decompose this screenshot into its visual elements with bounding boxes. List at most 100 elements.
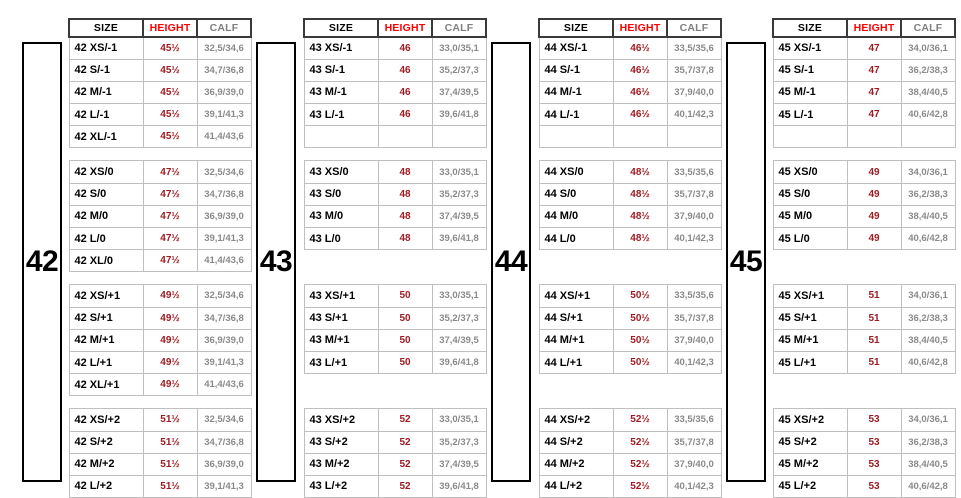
table-row[interactable]: 42 S/+2 51½ 34,7/36,8 (68, 430, 252, 454)
table-row[interactable]: 43 XS/+1 50 33,0/35,1 (303, 284, 487, 308)
cell-calf: 36,2/38,3 (900, 182, 956, 206)
cell-calf: 40,6/42,8 (900, 350, 956, 375)
table-row[interactable]: 45 L/-1 47 40,6/42,8 (772, 103, 956, 127)
table-row[interactable]: 44 L/+2 52½ 40,1/42,3 (538, 474, 722, 498)
table-row[interactable]: 44 S/-1 46½ 35,7/37,8 (538, 58, 722, 82)
cell-size: 45 L/+1 (772, 350, 848, 375)
table-row[interactable]: 44 L/+1 50½ 40,1/42,3 (538, 350, 722, 375)
table-row[interactable]: 45 S/-1 47 36,2/38,3 (772, 58, 956, 82)
table-row[interactable]: 45 XS/+2 53 34,0/36,1 (772, 408, 956, 432)
cell-height: 47½ (142, 182, 198, 206)
table-row[interactable] (304, 373, 486, 396)
table-row[interactable]: 42 L/-1 45½ 39,1/41,3 (68, 103, 252, 127)
table-row[interactable]: 42 S/-1 45½ 34,7/36,8 (68, 58, 252, 82)
cell-height (613, 373, 667, 396)
table-row[interactable]: 42 M/+1 49½ 36,9/39,0 (68, 328, 252, 352)
cell-height: 47 (846, 58, 902, 82)
cell-height: 49 (846, 226, 902, 251)
table-row[interactable]: 44 S/0 48½ 35,7/37,8 (538, 182, 722, 206)
table-row[interactable]: 44 XS/0 48½ 33,5/35,6 (538, 160, 722, 184)
table-row[interactable]: 42 XL/-1 45½ 41,4/43,6 (68, 125, 252, 149)
table-row[interactable]: 43 S/-1 46 35,2/37,3 (303, 58, 487, 82)
table-row[interactable]: 43 M/-1 46 37,4/39,5 (303, 80, 487, 105)
spacer-cell (69, 147, 143, 161)
table-row[interactable]: 42 XS/+1 49½ 32,5/34,6 (68, 284, 252, 308)
block-spacer (304, 395, 486, 409)
table-row[interactable]: 45 S/+1 51 36,2/38,3 (772, 306, 956, 330)
size-group-label: 42 (25, 245, 59, 278)
table-row[interactable] (304, 249, 486, 272)
table-row[interactable]: 43 M/+1 50 37,4/39,5 (303, 328, 487, 352)
table-row[interactable]: 44 S/+2 52½ 35,7/37,8 (538, 430, 722, 454)
table-row[interactable]: 45 M/0 49 38,4/40,5 (772, 204, 956, 229)
table-row[interactable]: 44 XS/-1 46½ 33,5/35,6 (538, 36, 722, 60)
table-row[interactable] (773, 373, 955, 396)
table-row[interactable]: 45 XS/+1 51 34,0/36,1 (772, 284, 956, 308)
table-row[interactable] (303, 125, 487, 149)
column-header-size: SIZE (538, 18, 614, 38)
table-row[interactable]: 43 XS/-1 46 33,0/35,1 (303, 36, 487, 60)
table-row[interactable]: 44 M/-1 46½ 37,9/40,0 (538, 80, 722, 105)
cell-calf: 37,9/40,0 (666, 80, 722, 105)
table-row[interactable]: 43 M/+2 52 37,4/39,5 (303, 452, 487, 476)
cell-size (304, 249, 378, 272)
table-row[interactable]: 43 L/-1 46 39,6/41,8 (303, 103, 487, 127)
table-row[interactable]: 42 L/0 47½ 39,1/41,3 (68, 226, 252, 251)
table-row[interactable]: 43 L/+1 50 39,6/41,8 (303, 350, 487, 375)
table-row[interactable]: 45 M/-1 47 38,4/40,5 (772, 80, 956, 105)
table-row[interactable]: 44 L/0 48½ 40,1/42,3 (538, 226, 722, 251)
table-row[interactable]: 43 XS/0 48 33,0/35,1 (303, 160, 487, 184)
table-row[interactable]: 43 L/0 48 39,6/41,8 (303, 226, 487, 251)
table-row[interactable]: 43 S/+1 50 35,2/37,3 (303, 306, 487, 330)
table-row[interactable]: 43 S/+2 52 35,2/37,3 (303, 430, 487, 454)
spacer-cell (69, 395, 143, 409)
table-row[interactable]: 42 S/0 47½ 34,7/36,8 (68, 182, 252, 206)
cell-height: 46 (377, 80, 433, 105)
table-row[interactable]: 42 XL/+1 49½ 41,4/43,6 (68, 373, 252, 397)
cell-calf: 36,9/39,0 (196, 328, 252, 352)
table-row[interactable]: 42 S/+1 49½ 34,7/36,8 (68, 306, 252, 330)
table-row[interactable] (539, 373, 721, 396)
table-row[interactable]: 45 XS/0 49 34,0/36,1 (772, 160, 956, 184)
table-row[interactable]: 42 M/0 47½ 36,9/39,0 (68, 204, 252, 229)
table-row[interactable]: 43 M/0 48 37,4/39,5 (303, 204, 487, 229)
table-row[interactable]: 43 XS/+2 52 33,0/35,1 (303, 408, 487, 432)
column-header-height: HEIGHT (846, 18, 902, 38)
table-row[interactable]: 45 M/+1 51 38,4/40,5 (772, 328, 956, 352)
cell-calf: 38,4/40,5 (900, 204, 956, 229)
table-row[interactable]: 43 S/0 48 35,2/37,3 (303, 182, 487, 206)
cell-size: 43 S/0 (303, 182, 379, 206)
table-row[interactable]: 42 M/-1 45½ 36,9/39,0 (68, 80, 252, 105)
table-row[interactable] (772, 125, 956, 149)
table-row[interactable] (773, 249, 955, 272)
table-row[interactable]: 44 M/+1 50½ 37,9/40,0 (538, 328, 722, 352)
table-row[interactable]: 42 XL/0 47½ 41,4/43,6 (68, 249, 252, 273)
table-row[interactable]: 43 L/+2 52 39,6/41,8 (303, 474, 487, 498)
cell-calf: 33,0/35,1 (431, 160, 487, 184)
table-row[interactable] (539, 249, 721, 272)
table-row[interactable]: 45 L/+1 51 40,6/42,8 (772, 350, 956, 375)
table-row[interactable]: 45 M/+2 53 38,4/40,5 (772, 452, 956, 476)
cell-calf: 34,0/36,1 (900, 36, 956, 60)
table-row[interactable]: 44 S/+1 50½ 35,7/37,8 (538, 306, 722, 330)
block-spacer (773, 147, 955, 161)
table-row[interactable]: 45 L/0 49 40,6/42,8 (772, 226, 956, 251)
table-row[interactable]: 42 XS/+2 51½ 32,5/34,6 (68, 408, 252, 432)
table-row[interactable]: 42 L/+2 51½ 39,1/41,3 (68, 474, 252, 498)
table-row[interactable] (538, 125, 722, 149)
table-row[interactable]: 44 XS/+1 50½ 33,5/35,6 (538, 284, 722, 308)
table-row[interactable]: 42 M/+2 51½ 36,9/39,0 (68, 452, 252, 476)
table-row[interactable]: 44 L/-1 46½ 40,1/42,3 (538, 103, 722, 127)
table-row[interactable]: 45 L/+2 53 40,6/42,8 (772, 474, 956, 498)
table-row[interactable]: 44 M/0 48½ 37,9/40,0 (538, 204, 722, 229)
cell-calf: 33,0/35,1 (431, 36, 487, 60)
table-row[interactable]: 42 L/+1 49½ 39,1/41,3 (68, 350, 252, 375)
table-row[interactable]: 45 S/+2 53 36,2/38,3 (772, 430, 956, 454)
table-row[interactable]: 42 XS/0 47½ 32,5/34,6 (68, 160, 252, 184)
table-row[interactable]: 44 XS/+2 52½ 33,5/35,6 (538, 408, 722, 432)
table-row[interactable]: 42 XS/-1 45½ 32,5/34,6 (68, 36, 252, 60)
table-row[interactable]: 45 S/0 49 36,2/38,3 (772, 182, 956, 206)
table-row[interactable]: 45 XS/-1 47 34,0/36,1 (772, 36, 956, 60)
table-row[interactable]: 44 M/+2 52½ 37,9/40,0 (538, 452, 722, 476)
cell-calf (666, 125, 722, 149)
